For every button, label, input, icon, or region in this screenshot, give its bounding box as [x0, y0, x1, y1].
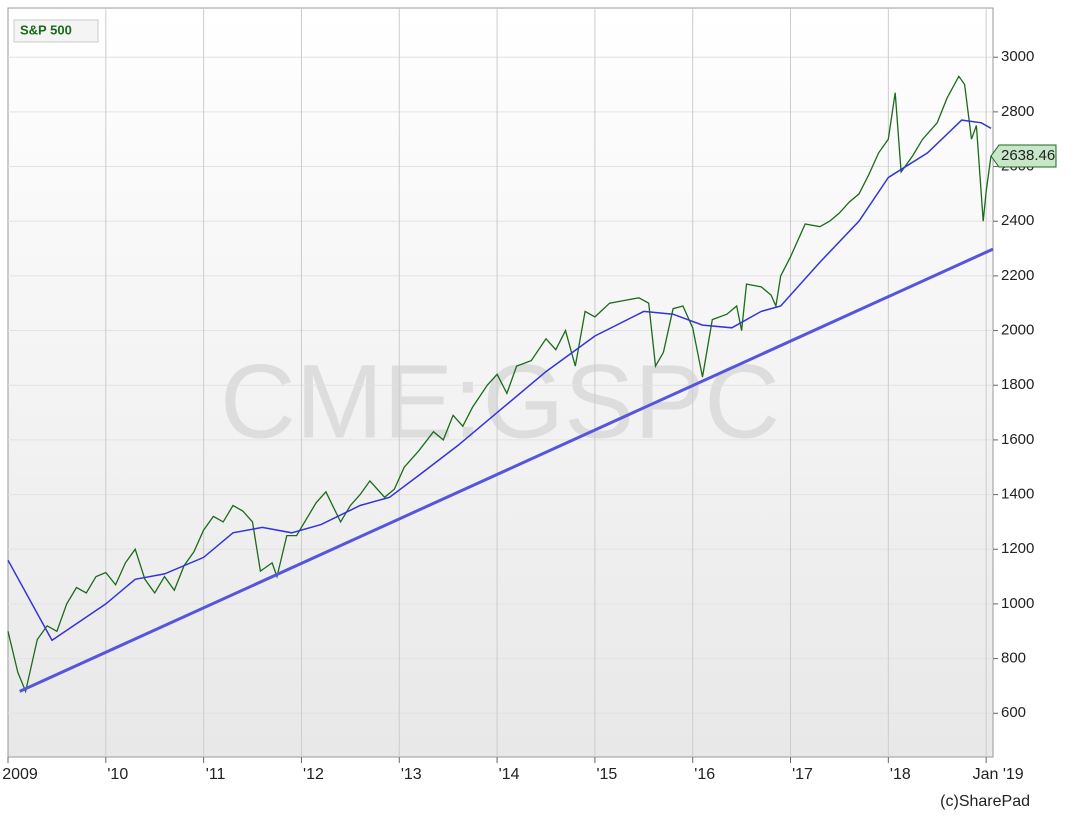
y-tick-label: 800: [1001, 650, 1026, 667]
x-tick-label: '18: [890, 766, 911, 783]
y-tick-label: 2000: [1001, 322, 1034, 339]
series-line: [7, 119, 992, 642]
y-tick-label: 1600: [1001, 431, 1034, 448]
y-tick-label: 3000: [1001, 48, 1034, 65]
last-value-label: 2638.46: [1001, 147, 1055, 164]
x-tick-label: '17: [792, 766, 813, 783]
credit: (c)SharePad: [940, 793, 1030, 810]
series-line: [19, 247, 994, 693]
x-tick-label: '10: [107, 766, 128, 783]
series-line: [7, 75, 992, 694]
x-tick-label: 2009: [2, 766, 38, 783]
x-tick-label: '11: [206, 766, 226, 783]
legend-entry: S&P 500: [20, 22, 72, 37]
x-tick-label: '15: [596, 766, 617, 783]
legend-box: [13, 19, 99, 43]
last-value-box: [990, 144, 1057, 168]
y-tick-label: 2200: [1001, 267, 1034, 284]
y-tick-label: 600: [1001, 704, 1026, 721]
x-tick-label: '14: [499, 766, 520, 783]
y-tick-label: 1800: [1001, 376, 1034, 393]
y-tick-label: 1000: [1001, 595, 1034, 612]
watermark: CME:GSPC: [220, 344, 780, 461]
x-tick-label: '16: [694, 766, 715, 783]
y-tick-label: 1400: [1001, 486, 1034, 503]
y-tick-label: 2800: [1001, 103, 1034, 120]
y-tick-label: 1200: [1001, 540, 1034, 557]
x-tick-label: Jan '19: [973, 766, 1024, 783]
x-tick-label: '13: [401, 766, 422, 783]
plot-area: [7, 7, 994, 758]
x-tick-label: '12: [303, 766, 324, 783]
y-tick-label: 2400: [1001, 212, 1034, 229]
